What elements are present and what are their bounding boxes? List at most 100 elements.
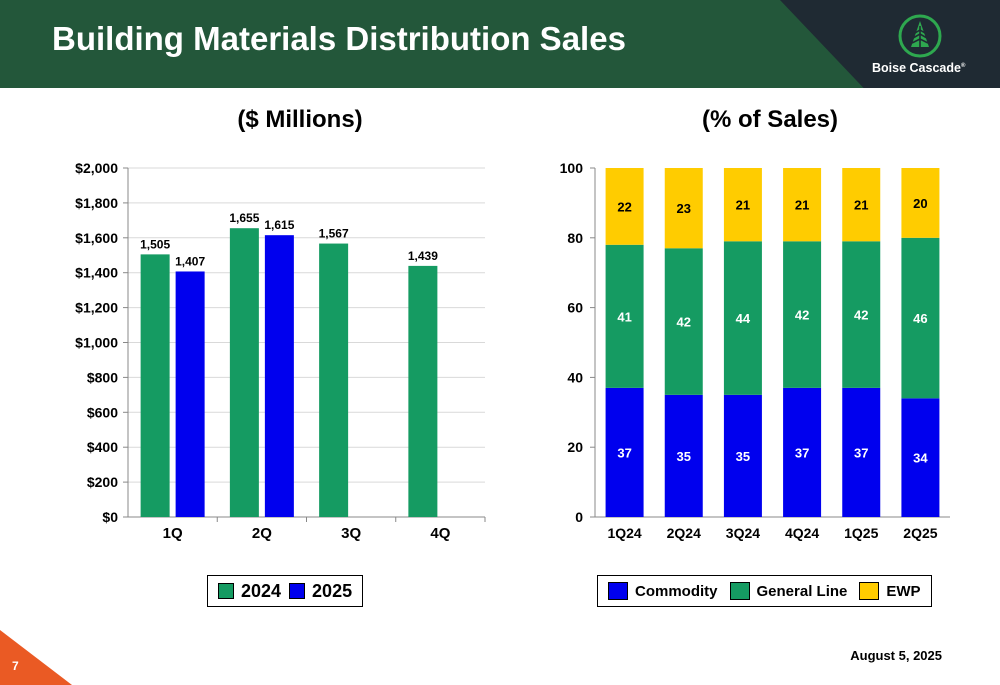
legend-label: EWP: [886, 582, 921, 600]
x-tick-label: 1Q: [163, 525, 183, 542]
data-label: 42: [795, 308, 809, 323]
segment-commodity: [664, 394, 703, 517]
data-label: 23: [677, 201, 691, 216]
data-label: 42: [854, 308, 868, 323]
right-chart-title: (% of Sales): [701, 106, 839, 133]
segment-commodity: [723, 394, 762, 517]
data-label: 42: [677, 315, 691, 330]
data-label: 37: [854, 445, 868, 460]
page-corner-accent: [0, 630, 72, 685]
legend-item-general-line: General Line: [729, 582, 848, 600]
y-tick-label: $1,000: [75, 335, 118, 351]
legend-swatch-yellow: [859, 582, 880, 600]
segment-ewp: [842, 168, 881, 242]
data-label: 1,655: [229, 211, 259, 225]
brand-text: Boise Cascade: [872, 61, 961, 75]
sales-mix-stacked-chart: 0 20 40 60 80 100 37 41 22 1Q24 35 42 23 2Q24 35 44 21 3Q…: [560, 160, 950, 541]
y-tick-label: 40: [567, 369, 583, 385]
legend-swatch-blue: [289, 583, 306, 599]
data-label: 34: [913, 451, 928, 466]
brand-name: Boise Cascade®: [872, 61, 965, 75]
legend-item-2025: 2025: [289, 581, 352, 602]
segment-commodity: [783, 387, 822, 517]
legend-item-commodity: Commodity: [608, 582, 718, 600]
data-label: 1,567: [319, 227, 349, 241]
data-label: 37: [795, 445, 809, 460]
y-tick-label: 80: [567, 230, 583, 246]
y-tick-label: $400: [87, 439, 118, 455]
data-label: 35: [677, 449, 691, 464]
legend-label: 2024: [241, 580, 282, 601]
segment-ewp: [605, 168, 644, 245]
presentation-date: August 5, 2025: [850, 648, 942, 663]
right-legend: Commodity General Line EWP: [597, 575, 932, 607]
bar-2024: [319, 243, 349, 517]
segment-ewp: [901, 168, 940, 238]
page-title: Building Materials Distribution Sales: [52, 20, 626, 57]
segment-general-line: [605, 244, 644, 388]
legend-swatch-green: [729, 582, 750, 600]
legend-label: 2025: [312, 580, 353, 601]
bar-2024: [408, 265, 438, 517]
data-label: 22: [617, 199, 631, 214]
y-tick-label: $1,600: [75, 230, 118, 246]
x-tick-label: 2Q25: [903, 525, 937, 541]
data-label: 20: [913, 196, 927, 211]
legend-label: Commodity: [635, 582, 718, 600]
x-tick-label: 4Q24: [785, 525, 819, 541]
data-label: 21: [854, 198, 868, 213]
segment-general-line: [723, 241, 762, 395]
segment-general-line: [664, 248, 703, 395]
x-tick-label: 2Q24: [667, 525, 701, 541]
y-tick-label: $800: [87, 369, 118, 385]
segment-general-line: [901, 237, 940, 399]
left-chart-title: ($ Millions): [237, 106, 363, 133]
bar-2025: [264, 235, 294, 517]
data-label: 44: [736, 311, 751, 326]
data-label: 21: [795, 198, 809, 213]
legend-item-2024: 2024: [218, 581, 281, 602]
tree-logo-icon: [898, 14, 942, 58]
segment-general-line: [783, 241, 822, 388]
legend-swatch-blue: [608, 582, 628, 600]
y-tick-label: $600: [87, 404, 118, 420]
x-tick-label: 1Q24: [607, 525, 641, 541]
data-label: 41: [617, 309, 631, 324]
segment-commodity: [842, 387, 881, 517]
bar-2024: [140, 254, 170, 517]
bar-2024: [229, 228, 259, 517]
bar-2025: [175, 271, 205, 517]
segment-ewp: [783, 168, 822, 242]
data-label: 46: [913, 311, 927, 326]
x-tick-label: 4Q: [430, 525, 450, 542]
segment-commodity: [605, 387, 644, 517]
x-tick-label: 2Q: [252, 525, 272, 542]
sales-bar-chart: $0 $200 $400 $600 $800 $1,000 $1,200 $1,400 $1,6…: [75, 160, 486, 542]
x-tick-label: 3Q: [341, 525, 361, 542]
data-label: 1,439: [408, 249, 438, 263]
y-tick-label: $1,200: [75, 300, 118, 316]
legend-label: General Line: [756, 582, 848, 600]
page-number: 7: [12, 659, 19, 673]
x-tick-label: 1Q25: [844, 525, 878, 541]
data-label: 35: [736, 449, 750, 464]
y-tick-label: $1,400: [75, 265, 118, 281]
left-legend: 2024 2025: [207, 575, 364, 607]
y-tick-label: $0: [102, 509, 118, 525]
segment-ewp: [723, 168, 762, 242]
x-tick-label: 3Q24: [726, 525, 760, 541]
y-tick-label: 0: [575, 509, 583, 525]
y-tick-label: 20: [567, 439, 583, 455]
segment-general-line: [842, 241, 881, 388]
y-tick-label: $1,800: [75, 195, 118, 211]
brand-mark: ®: [960, 62, 966, 69]
data-label: 1,407: [175, 254, 205, 268]
data-label: 1,505: [140, 237, 170, 251]
legend-swatch-green: [218, 583, 234, 599]
y-tick-label: $2,000: [75, 160, 118, 176]
y-tick-label: 60: [567, 300, 583, 316]
data-label: 1,615: [264, 218, 294, 232]
data-label: 37: [617, 445, 631, 460]
y-tick-label: $200: [87, 474, 118, 490]
segment-ewp: [664, 168, 703, 249]
